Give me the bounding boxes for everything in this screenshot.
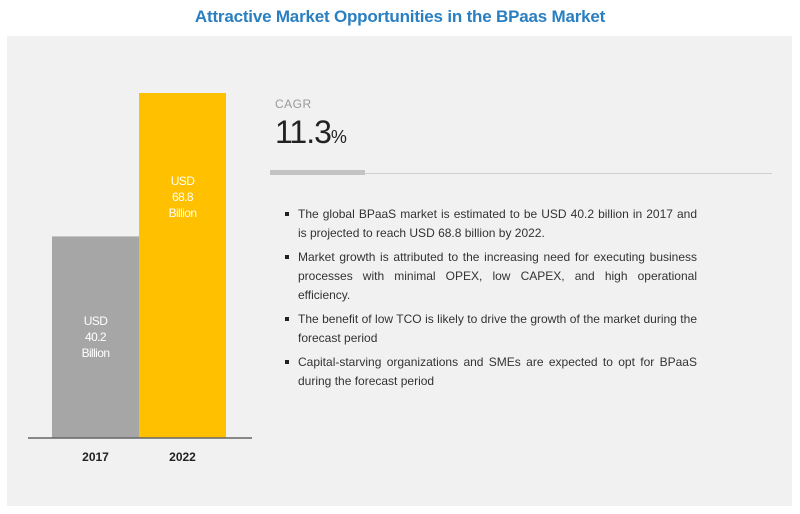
list-item-text: Market growth is attributed to the incre… <box>298 250 697 302</box>
bar-label-2017: USD 40.2 Billion <box>52 313 139 361</box>
page-title: Attractive Market Opportunities in the B… <box>194 7 606 26</box>
bar-label-currency: USD <box>170 173 195 188</box>
bar-label-unit: Billion <box>168 205 197 220</box>
bullet-icon <box>285 360 289 364</box>
bar-label-value: 40.2 <box>85 330 107 345</box>
cagr-value: 11.3% <box>275 114 347 151</box>
list-item: The global BPaaS market is estimated to … <box>285 205 697 243</box>
cagr-unit: % <box>330 127 347 147</box>
bullet-icon <box>285 255 289 259</box>
cagr-number: 11.3 <box>275 114 332 150</box>
list-item: Market growth is attributed to the incre… <box>285 248 697 305</box>
x-tick-label-2022: 2022 <box>169 450 196 464</box>
bar-label-value: 68.8 <box>172 189 194 204</box>
bar-label-unit: Billion <box>81 346 110 361</box>
cagr-label: CAGR <box>275 97 312 111</box>
key-points-list: The global BPaaS market is estimated to … <box>285 205 697 396</box>
bullet-icon <box>285 317 289 321</box>
list-item: Capital-starving organizations and SMEs … <box>285 353 697 391</box>
list-item-text: The global BPaaS market is estimated to … <box>298 207 697 240</box>
bar-label-2022: USD 68.8 Billion <box>139 173 226 221</box>
list-item-text: The benefit of low TCO is likely to driv… <box>298 312 697 345</box>
divider <box>270 173 772 174</box>
bullet-icon <box>285 212 289 216</box>
divider-accent <box>270 170 365 175</box>
x-tick-label-2017: 2017 <box>82 450 109 464</box>
bar-2022 <box>139 93 226 438</box>
bar-2017 <box>52 236 139 438</box>
list-item: The benefit of low TCO is likely to driv… <box>285 310 697 348</box>
list-item-text: Capital-starving organizations and SMEs … <box>298 355 697 388</box>
bar-label-currency: USD <box>83 314 108 329</box>
